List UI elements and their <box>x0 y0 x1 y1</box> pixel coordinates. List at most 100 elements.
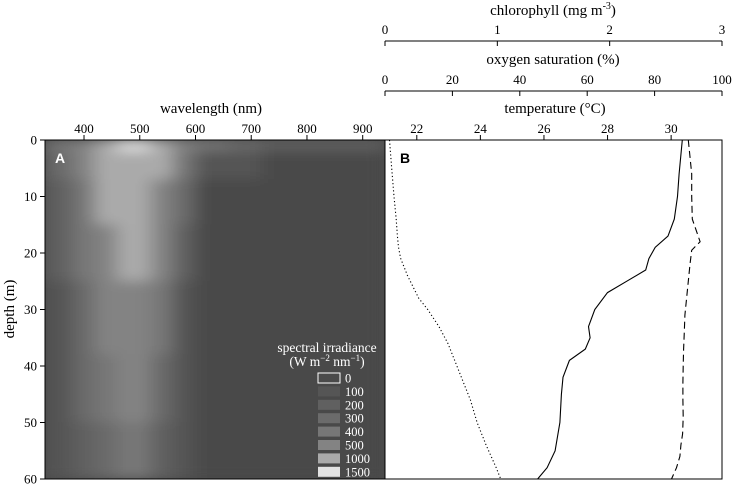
heatmap-cell <box>72 280 96 356</box>
axis-tick-label: 1 <box>494 22 501 37</box>
heatmap-cell <box>228 140 263 152</box>
legend-swatch <box>318 413 340 424</box>
legend-level-label: 400 <box>345 425 364 439</box>
wavelength-axis: 400 500 600 700 800 900 <box>74 121 372 140</box>
heatmap-cell <box>194 179 230 226</box>
heatmap-cell <box>72 179 96 226</box>
heatmap-cell <box>94 179 118 226</box>
wavelength-tick-label: 900 <box>353 121 373 136</box>
heatmap-cell <box>228 280 263 356</box>
panel-b-profiles: B 22 24 26 28 30 temperature (°C) 0 20 40 60 80 1… <box>382 1 732 480</box>
axis-tick-label: 60 <box>581 72 594 87</box>
heatmap-cell <box>116 150 152 181</box>
axis-tick-label: 20 <box>446 72 459 87</box>
legend-swatch <box>318 386 340 397</box>
heatmap-cell <box>94 354 118 423</box>
heatmap-cell <box>94 422 118 479</box>
temperature-axis: 22 24 26 28 30 <box>410 121 678 140</box>
legend-swatch <box>318 466 340 477</box>
heatmap-cell <box>261 179 385 226</box>
depth-tick-label: 60 <box>24 472 37 486</box>
heatmap-cell <box>172 354 196 423</box>
depth-axis: 0 10 20 30 40 50 60 <box>24 133 45 486</box>
legend-units: (W m−2 nm−1) <box>289 353 364 369</box>
depth-axis-label: depth (m) <box>2 280 18 339</box>
heatmap-cell <box>261 280 385 356</box>
legend-level-label: 100 <box>345 385 364 399</box>
heatmap-cell <box>172 150 196 181</box>
axis-tick-label: 100 <box>712 72 732 87</box>
axis-tick-label: 40 <box>513 72 526 87</box>
legend-title: spectral irradiance <box>277 340 376 355</box>
heatmap-cell <box>72 422 96 479</box>
wavelength-tick-label: 600 <box>186 121 206 136</box>
heatmap-cell <box>194 422 230 479</box>
heatmap-cell <box>94 150 118 181</box>
heatmap-cell <box>172 224 196 282</box>
heatmap-cell <box>261 224 385 282</box>
depth-tick-label: 10 <box>24 189 37 204</box>
heatmap-cell <box>172 140 196 152</box>
heatmap-cell <box>116 422 152 479</box>
legend-swatch <box>317 372 341 384</box>
heatmap-cell <box>116 354 152 423</box>
wavelength-tick-label: 400 <box>74 121 94 136</box>
heatmap-cell <box>261 140 385 152</box>
oxygen-axis: 0 20 40 60 80 100 <box>382 72 732 96</box>
depth-tick-label: 30 <box>24 302 37 317</box>
heatmap-cell <box>228 354 263 423</box>
heatmap-cell <box>45 179 74 226</box>
heatmap-cell <box>150 422 174 479</box>
axis-tick-label: 80 <box>648 72 661 87</box>
heatmap-cell <box>150 354 174 423</box>
wavelength-tick-label: 800 <box>297 121 317 136</box>
heatmap-cell <box>228 224 263 282</box>
heatmap-cell <box>194 224 230 282</box>
axis-tick-label: 24 <box>474 121 488 136</box>
legend-swatch <box>318 440 340 450</box>
heatmap-cell <box>45 150 74 181</box>
heatmap-cell <box>150 280 174 356</box>
heatmap-cell <box>194 354 230 423</box>
heatmap-cell <box>94 140 118 152</box>
heatmap-cell <box>116 224 152 282</box>
chlorophyll-axis: 0 1 2 3 <box>382 22 726 46</box>
legend-level-label: 0 <box>345 372 351 386</box>
panel-a-heatmap: A 400 500 600 700 800 900 wavelength (nm) 010… <box>2 101 386 486</box>
temperature-axis-label: temperature (°C) <box>504 101 605 117</box>
heatmap-cell <box>116 179 152 226</box>
heatmap-cell <box>72 224 96 282</box>
legend-level-label: 200 <box>345 398 364 412</box>
axis-tick-label: 0 <box>382 72 389 87</box>
axis-tick-label: 30 <box>665 121 678 136</box>
heatmap-cell <box>228 179 263 226</box>
panel-a-label: A <box>55 150 65 166</box>
heatmap-cell <box>94 280 118 356</box>
legend-level-label: 300 <box>345 412 364 426</box>
legend-swatch <box>318 399 340 410</box>
heatmap-cell <box>72 354 96 423</box>
panel-b-label: B <box>400 150 410 166</box>
legend-swatch <box>318 453 340 464</box>
chlorophyll-axis-label: chlorophyll (mg m-3) <box>490 1 616 19</box>
oxygen-axis-label: oxygen saturation (%) <box>486 52 619 68</box>
heatmap-cell <box>116 140 152 152</box>
temperature-profile-line <box>537 139 683 480</box>
axis-tick-label: 22 <box>410 121 423 136</box>
wavelength-tick-label: 700 <box>241 121 261 136</box>
profile-lines <box>388 139 701 480</box>
heatmap-cell <box>172 179 196 226</box>
heatmap-cell <box>45 354 74 423</box>
depth-tick-label: 20 <box>24 246 37 261</box>
heatmap-cell <box>194 150 230 181</box>
axis-tick-label: 3 <box>719 22 726 37</box>
heatmap-cell <box>116 280 152 356</box>
legend-swatch <box>318 426 340 437</box>
heatmap-cell <box>194 140 230 152</box>
axis-tick-label: 26 <box>537 121 551 136</box>
heatmap-cell <box>228 150 263 181</box>
heatmap-cell <box>72 140 96 152</box>
heatmap-cell <box>172 280 196 356</box>
depth-tick-label: 50 <box>24 415 37 430</box>
heatmap-cell <box>261 150 385 181</box>
